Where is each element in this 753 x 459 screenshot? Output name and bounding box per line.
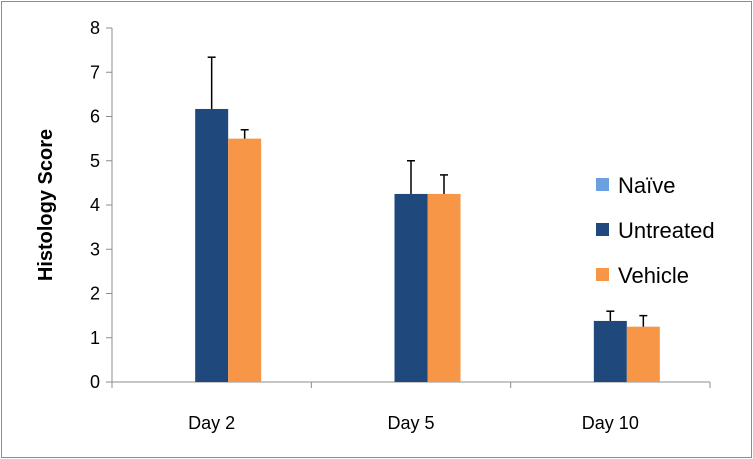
y-tick-label: 8 — [90, 18, 100, 38]
legend-swatch — [596, 223, 609, 236]
error-bars — [207, 56, 648, 327]
y-tick-label: 1 — [90, 328, 100, 348]
bar — [593, 320, 627, 382]
bar — [228, 138, 262, 382]
y-tick-label: 4 — [90, 195, 100, 215]
x-tick-labels: Day 2 Day 5 Day 10 — [188, 413, 639, 433]
bars — [195, 108, 660, 382]
y-tick-label: 2 — [90, 284, 100, 304]
legend-swatch — [596, 178, 609, 191]
legend-label: Naïve — [618, 173, 675, 198]
y-tick-label: 5 — [90, 151, 100, 171]
bar — [195, 108, 229, 382]
y-tick-label: 6 — [90, 107, 100, 127]
x-tick-label: Day 5 — [387, 413, 434, 433]
bar — [394, 193, 428, 382]
x-tick-label: Day 10 — [582, 413, 639, 433]
legend-label: Untreated — [618, 218, 715, 243]
y-tick-label: 7 — [90, 62, 100, 82]
y-tick-label: 0 — [90, 372, 100, 392]
y-tick-labels: 0 1 2 3 4 5 6 7 8 — [90, 18, 100, 392]
y-axis-label: Histology Score — [35, 129, 57, 281]
bar — [626, 326, 660, 382]
x-tick-label: Day 2 — [188, 413, 235, 433]
legend-swatch — [596, 268, 609, 281]
legend-label: Vehicle — [618, 263, 689, 288]
bar — [427, 193, 461, 382]
y-tick-label: 3 — [90, 239, 100, 259]
legend: Naïve Untreated Vehicle — [596, 173, 715, 288]
